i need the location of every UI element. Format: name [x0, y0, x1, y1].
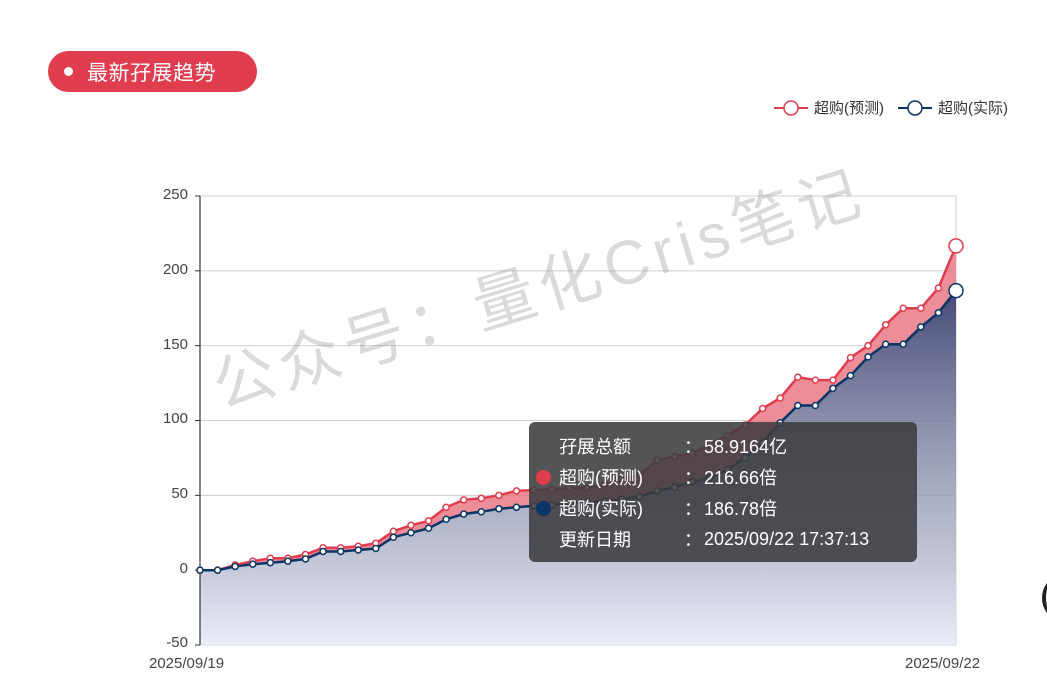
- x-tick-label-start: 2025/09/19: [149, 655, 225, 672]
- y-tick-label: -50: [166, 634, 188, 651]
- y-tick-label: 200: [162, 261, 188, 278]
- y-tick-label: 150: [162, 336, 188, 353]
- bullet-dot-icon: [64, 67, 73, 76]
- tooltip-key: 更新日期: [559, 530, 631, 550]
- tooltip-value: 2025/09/22 17:37:13: [704, 528, 870, 549]
- tooltip-colon: ：: [684, 437, 702, 457]
- tooltip-row-update-date: 更新日期 ： 2025/09/22 17:37:13: [529, 524, 917, 554]
- tooltip-row-total: 孖展总额 ： 58.9164亿: [529, 431, 917, 461]
- chart-legend: 超购(预测) 超购(实际): [774, 97, 1022, 118]
- legend-line-circle-icon-navy: [898, 99, 932, 116]
- axes: [195, 195, 201, 646]
- y-tick-label: 100: [162, 410, 188, 427]
- section-title-badge: 最新孖展趋势: [48, 51, 257, 92]
- tooltip-value: 186.78倍: [704, 499, 778, 519]
- tooltip-colon: ：: [684, 468, 702, 488]
- tooltip-value: 216.66倍: [704, 468, 778, 488]
- y-tick-label: 250: [162, 186, 188, 203]
- tooltip-colon: ：: [684, 499, 702, 519]
- legend-label-actual: 超购(实际): [938, 100, 1008, 117]
- tooltip-key: 孖展总额: [559, 437, 631, 457]
- tooltip-row-actual: 超购(实际) ： 186.78倍: [529, 493, 917, 523]
- chart-tooltip: 孖展总额 ： 58.9164亿 超购(预测) ： 216.66倍 超购(实际) …: [529, 422, 917, 562]
- legend-item-actual[interactable]: 超购(实际): [898, 97, 1008, 118]
- y-tick-label: 50: [171, 485, 188, 502]
- legend-item-predicted[interactable]: 超购(预测): [774, 97, 884, 118]
- section-title: 最新孖展趋势: [87, 61, 216, 85]
- navy-dot-icon: [536, 500, 551, 516]
- tooltip-key: 超购(预测): [559, 468, 643, 488]
- partial-floating-button[interactable]: [1042, 578, 1047, 618]
- y-tick-label: 0: [179, 560, 188, 577]
- legend-line-circle-icon-red: [774, 99, 808, 116]
- tooltip-row-predicted: 超购(预测) ： 216.66倍: [529, 462, 917, 492]
- tooltip-value: 58.9164亿: [704, 437, 788, 457]
- red-dot-icon: [536, 469, 551, 485]
- tooltip-key: 超购(实际): [559, 499, 643, 519]
- legend-label-predicted: 超购(预测): [814, 100, 884, 117]
- tooltip-colon: ：: [684, 530, 702, 550]
- x-tick-label-end: 2025/09/22: [905, 655, 981, 672]
